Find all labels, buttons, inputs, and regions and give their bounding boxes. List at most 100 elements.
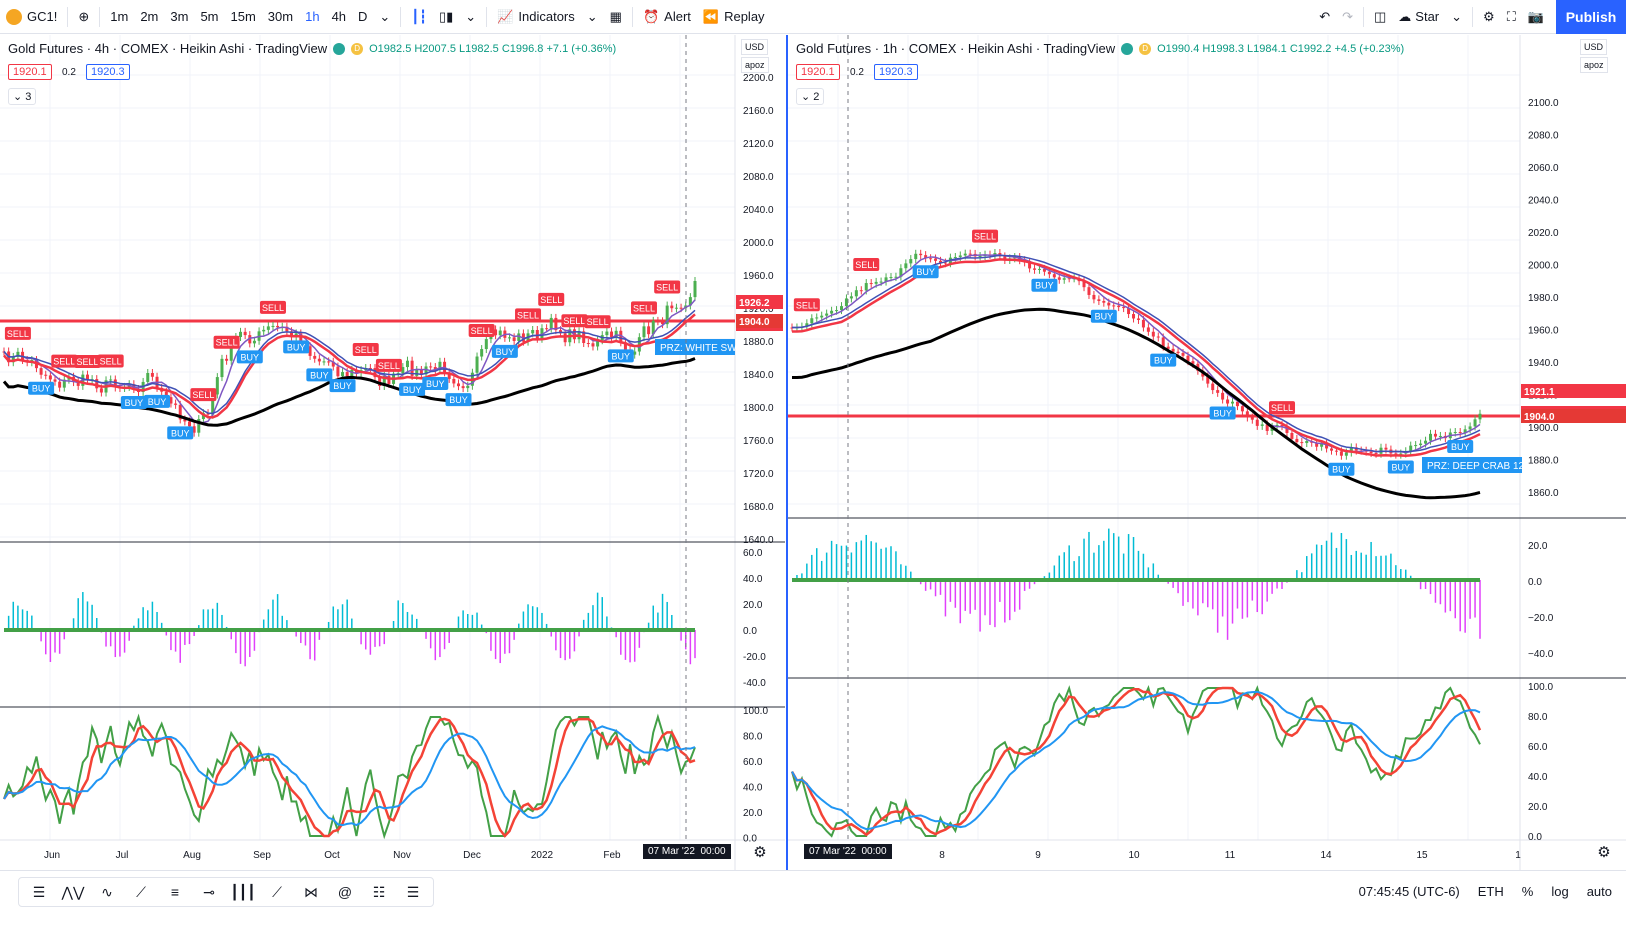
candle-body — [1127, 308, 1131, 315]
signal-label: BUY — [32, 384, 51, 394]
fib-spiral-tool[interactable]: @ — [331, 880, 359, 904]
interval-1m[interactable]: 1m — [110, 9, 129, 24]
compare-add-button[interactable]: ⊕ — [72, 0, 95, 34]
left-chart-canvas[interactable]: 2200.0 2160.0 2120.0 2080.0 2040.0 2000.0 1960… — [0, 35, 785, 870]
sell-price-button[interactable]: 1920.1 — [8, 64, 52, 80]
left-chart-settings-button[interactable]: ⚙ — [750, 843, 770, 863]
currency-button[interactable]: USD — [1580, 39, 1608, 55]
gear-icon: ⚙ — [1483, 8, 1495, 24]
alert-button[interactable]: ⏰ Alert — [637, 0, 697, 34]
candle-body — [844, 298, 848, 307]
interval-5m[interactable]: 5m — [200, 9, 219, 24]
buy-price-button[interactable]: 1920.3 — [874, 64, 918, 80]
candle-body — [1221, 392, 1225, 400]
fullscreen-button[interactable]: ⛶ — [1501, 0, 1522, 34]
buy-signal-marker: BUY — [1209, 406, 1236, 420]
buy-price-button[interactable]: 1920.3 — [86, 64, 130, 80]
settings-button[interactable]: ⚙ — [1477, 0, 1501, 34]
clock-display[interactable]: 07:45:45 (UTC-6) — [1358, 883, 1460, 899]
candle-body — [563, 333, 567, 343]
candle-body — [651, 320, 655, 335]
date-badge-label: 07 Mar '22 — [809, 846, 856, 857]
candle-body — [1265, 424, 1269, 431]
scale-mode-button[interactable]: apoz — [741, 57, 769, 73]
log-scale-toggle[interactable]: log — [1551, 883, 1569, 899]
split-layout-button[interactable]: ◫ — [1368, 0, 1392, 34]
candle-body — [1191, 361, 1195, 364]
signal-label: BUY — [403, 385, 422, 395]
replay-button[interactable]: ⏪ Replay — [697, 0, 771, 34]
sell-signal-marker: SELL — [468, 324, 495, 338]
interval-1h[interactable]: 1h — [305, 9, 320, 24]
candle-body — [484, 339, 488, 350]
price-tick-label: 2020.0 — [1528, 228, 1559, 239]
currency-button[interactable]: USD — [741, 39, 769, 55]
right-chart-settings-button[interactable]: ⚙ — [1594, 843, 1614, 863]
interval-3m[interactable]: 3m — [170, 9, 189, 24]
interval-30m[interactable]: 30m — [267, 9, 294, 24]
layout-dropdown[interactable]: ⌄ — [1445, 0, 1468, 34]
candle-body — [1255, 419, 1259, 426]
interval-dropdown[interactable]: ⌄ — [373, 0, 396, 34]
save-layout-button[interactable]: ☁ Star — [1392, 0, 1445, 34]
candle-body — [1122, 307, 1126, 309]
signal-label: BUY — [1392, 463, 1411, 473]
bar-style-button[interactable]: ┃┇ — [405, 0, 433, 34]
right-chart-canvas[interactable]: 2100.02080.02060.02040.02020.02000.01980… — [788, 35, 1626, 870]
trendline-tool[interactable]: ⟋ — [127, 880, 155, 904]
bars-pattern-tool[interactable]: ┃┃┃ — [229, 880, 257, 904]
fib-channel-tool[interactable]: ☷ — [365, 880, 393, 904]
undo-button[interactable]: ↶ — [1313, 0, 1336, 34]
menu-tool[interactable]: ☰ — [25, 880, 53, 904]
signal-badge — [422, 377, 449, 391]
auto-scale-toggle[interactable]: auto — [1586, 883, 1612, 899]
candle-body — [341, 372, 345, 377]
indicators-collapse-button[interactable]: ⌄ 3 — [8, 88, 37, 105]
fib-tool[interactable]: ≡ — [161, 880, 189, 904]
date-badge-time: 00:00 — [861, 846, 887, 857]
live-status-icon — [333, 42, 346, 55]
signal-badge — [853, 258, 880, 272]
fullscreen-icon: ⛶ — [1506, 8, 1516, 24]
abcd-pattern-tool[interactable]: ⋀⋁ — [59, 880, 87, 904]
interval-15m[interactable]: 15m — [230, 9, 256, 24]
session-toggle[interactable]: ETH — [1477, 883, 1504, 899]
layout-button[interactable]: ▦ — [604, 0, 628, 34]
percent-scale-toggle[interactable]: % — [1521, 883, 1534, 899]
interval-4h[interactable]: 4h — [331, 9, 347, 24]
chart-type-dropdown[interactable]: ⌄ — [459, 0, 482, 34]
candle-body — [1305, 441, 1309, 444]
buy-signal-marker: BUY — [607, 349, 634, 363]
gann-box-tool[interactable]: ☰ — [399, 880, 427, 904]
ray-tool[interactable]: ⟋ — [263, 880, 291, 904]
signal-label: SELL — [855, 260, 877, 270]
redo-button[interactable]: ↷ — [1336, 0, 1359, 34]
chart-type-button[interactable]: ▯▮ — [433, 0, 459, 34]
rsi-tick-label: 0.0 — [1528, 832, 1542, 843]
right-chart-pane[interactable]: 2100.0 2080.0 2060.0 2040.0 2020.0 2000.0 1980… — [786, 35, 1626, 870]
sell-price-button[interactable]: 1920.1 — [796, 64, 840, 80]
signal-badge — [1269, 401, 1296, 415]
indicators-dropdown[interactable]: ⌄ — [581, 0, 604, 34]
signal-badge — [561, 314, 588, 328]
indicators-button[interactable]: 📈 Indicators — [491, 0, 581, 34]
candle-body — [1478, 413, 1482, 420]
xabcd-pattern-tool[interactable]: ⋈ — [297, 880, 325, 904]
candle-body — [924, 255, 928, 259]
candle-body — [1087, 287, 1091, 295]
indicator-count: 3 — [25, 91, 32, 103]
left-chart-pane[interactable]: 2200.0 2160.0 2120.0 2080.0 2040.0 2000.0 1960… — [0, 35, 785, 870]
elliott-wave-tool[interactable]: ∿ — [93, 880, 121, 904]
signal-badge — [74, 354, 101, 368]
interval-2m[interactable]: 2m — [140, 9, 159, 24]
stoch-line-red — [2, 717, 696, 838]
interval-d[interactable]: D — [358, 9, 368, 24]
horizontal-ray-tool[interactable]: ⊸ — [195, 880, 223, 904]
signal-label: SELL — [656, 283, 678, 293]
indicators-collapse-button[interactable]: ⌄ 2 — [796, 88, 825, 105]
publish-button[interactable]: Publish — [1556, 0, 1626, 34]
screenshot-button[interactable]: 📷 — [1522, 0, 1550, 34]
symbol-search[interactable]: GC1! — [0, 0, 63, 34]
scale-mode-button[interactable]: apoz — [1580, 57, 1608, 73]
ray-icon: ⟋ — [272, 883, 282, 900]
